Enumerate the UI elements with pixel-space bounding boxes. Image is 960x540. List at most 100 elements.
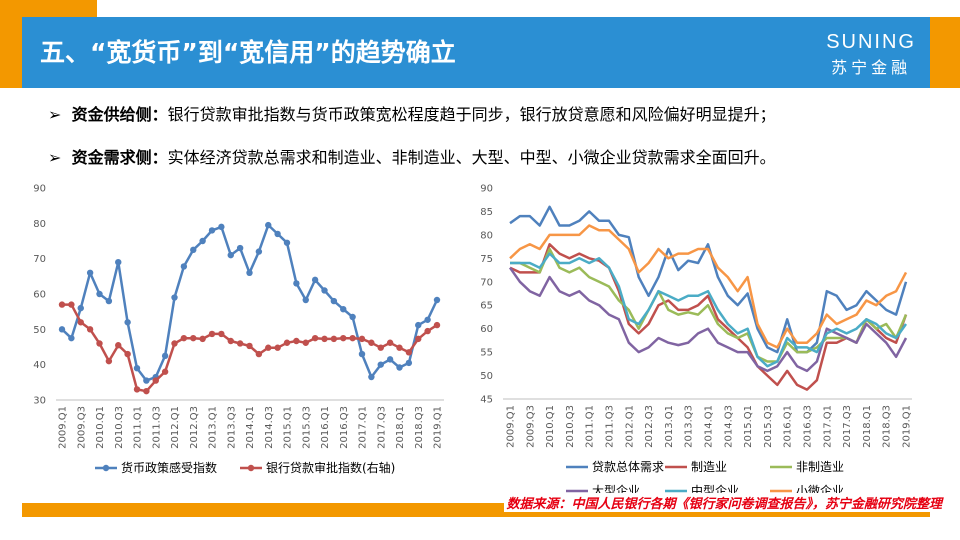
y-tick-label: 70 <box>480 277 493 288</box>
y-tick-label: 30 <box>33 396 46 407</box>
point <box>105 297 113 305</box>
x-tick-label: 2009.Q3 <box>76 406 87 449</box>
point <box>133 386 141 393</box>
bullet-marker: ➢ <box>48 105 62 124</box>
bullet-label: 资金需求侧： <box>71 148 168 167</box>
x-tick-label: 2009.Q1 <box>506 405 517 448</box>
point <box>265 221 272 229</box>
point <box>86 326 94 333</box>
series-line <box>61 223 439 382</box>
x-tick-label: 2013.Q1 <box>208 406 219 449</box>
y-tick-label: 60 <box>33 290 46 301</box>
point <box>115 342 122 349</box>
series-line <box>510 252 908 368</box>
bullet-text: 银行贷款审批指数与货币政策宽松程度趋于同步，银行放贷意愿和风险偏好明显提升； <box>167 105 776 124</box>
logo: SUNING 苏宁金融 <box>826 31 916 78</box>
x-tick-label: 2012.Q1 <box>170 406 181 449</box>
bullet: ➢ 资金供给侧：银行贷款审批指数与货币政策宽松程度趋于同步，银行放贷意愿和风险偏… <box>48 101 776 125</box>
point <box>415 321 422 329</box>
point <box>199 237 206 245</box>
point <box>396 364 403 371</box>
point <box>396 344 403 351</box>
point <box>58 326 66 333</box>
point <box>293 337 300 345</box>
point <box>405 349 413 356</box>
point <box>274 230 281 238</box>
point <box>340 334 347 342</box>
x-tick-label: 2011.Q3 <box>151 406 162 449</box>
point <box>302 339 309 346</box>
point <box>330 297 338 305</box>
point <box>133 365 141 372</box>
x-tick-label: 2015.Q1 <box>743 405 754 448</box>
point <box>340 305 347 313</box>
point <box>358 335 366 343</box>
y-tick-label: 90 <box>33 184 46 195</box>
x-tick-label: 2015.Q3 <box>763 405 774 448</box>
point <box>208 227 216 234</box>
point <box>143 377 150 384</box>
point <box>321 335 328 343</box>
point <box>368 339 375 346</box>
y-tick-label: 90 <box>480 184 493 195</box>
header: 五、“宽货币”到“宽信用”的趋势确立 SUNING 苏宁金融 <box>22 17 930 88</box>
point <box>115 259 122 266</box>
point <box>293 280 300 287</box>
point <box>180 263 188 270</box>
bullet: ➢ 资金需求侧：实体经济贷款总需求和制造业、非制造业、大型、中型、小微企业贷款需… <box>48 144 776 168</box>
point <box>246 269 253 276</box>
y-tick-label: 80 <box>33 219 46 230</box>
bullet-marker: ➢ <box>48 148 62 167</box>
x-tick-label: 2015.Q3 <box>301 406 312 449</box>
point <box>86 269 94 276</box>
point <box>77 304 84 312</box>
y-tick-label: 65 <box>480 301 493 312</box>
slide-title: 五、“宽货币”到“宽信用”的趋势确立 <box>40 38 456 67</box>
point <box>199 335 206 343</box>
x-tick-label: 2009.Q3 <box>525 405 536 448</box>
point <box>311 334 319 342</box>
bullet-text: 实体经济贷款总需求和制造业、非制造业、大型、中型、小微企业贷款需求全面回升。 <box>167 148 776 167</box>
legend-label: 制造业 <box>691 460 727 474</box>
logo-sub: 苏宁金融 <box>831 58 912 77</box>
point <box>433 321 441 329</box>
bullet-label: 资金供给侧： <box>71 105 168 124</box>
x-tick-label: 2010.Q1 <box>545 405 556 448</box>
point <box>255 248 263 255</box>
x-tick-label: 2010.Q1 <box>95 406 106 449</box>
legend-label: 银行贷款审批指数(右轴) <box>266 460 395 475</box>
point <box>424 327 431 335</box>
logo-main: SUNING <box>826 31 916 53</box>
x-tick-label: 2017.Q3 <box>842 405 853 448</box>
x-tick-label: 2019.Q1 <box>433 406 444 449</box>
point <box>68 334 75 342</box>
point <box>283 239 291 246</box>
point <box>171 340 178 347</box>
point <box>246 342 253 350</box>
point <box>386 356 394 363</box>
x-tick-label: 2018.Q1 <box>395 406 406 449</box>
x-tick-label: 2012.Q1 <box>624 405 635 448</box>
series-line <box>510 247 908 363</box>
point <box>386 339 394 346</box>
point <box>96 290 103 298</box>
y-tick-label: 45 <box>480 395 493 406</box>
point <box>124 319 131 326</box>
point <box>124 350 131 358</box>
series-line <box>508 266 908 373</box>
x-tick-label: 2013.Q3 <box>226 406 237 449</box>
y-tick-label: 60 <box>480 324 493 335</box>
x-tick-label: 2011.Q3 <box>605 405 616 448</box>
point <box>161 368 169 375</box>
x-tick-label: 2019.Q1 <box>902 405 913 448</box>
point <box>349 313 356 321</box>
y-tick-label: 55 <box>480 348 493 359</box>
point <box>58 301 66 308</box>
point <box>190 334 197 342</box>
series-line <box>509 224 908 349</box>
point <box>96 340 103 347</box>
point <box>433 296 441 304</box>
y-tick-label: 70 <box>33 254 46 265</box>
point <box>161 352 169 360</box>
